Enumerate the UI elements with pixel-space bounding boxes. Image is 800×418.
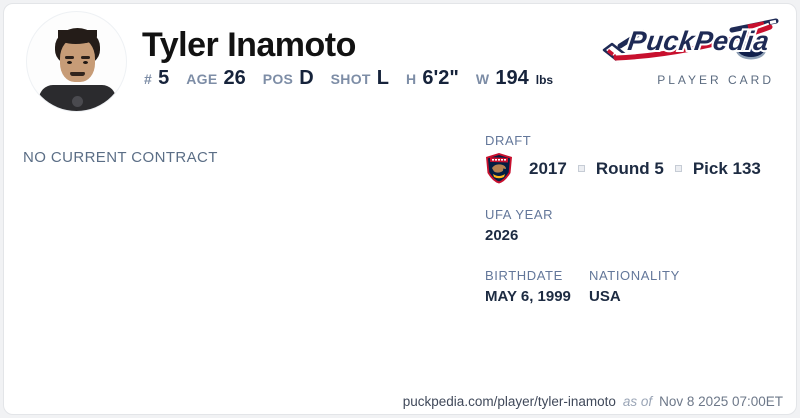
ufa-label: UFA YEAR: [485, 207, 554, 222]
brand-tagline: PLAYER CARD: [657, 73, 774, 87]
stat-number: # 5: [144, 67, 170, 89]
draft-pick: Pick 133: [692, 158, 761, 178]
player-stats-row: # 5 AGE 26 POS D SHOT L H 6'2" W 194 lbs: [144, 67, 553, 90]
draft-row: 2017 Round 5 Pick 133: [485, 153, 785, 184]
avatar-eye: [83, 61, 88, 64]
swoosh-icon: [613, 24, 773, 61]
page-title: Tyler Inamoto: [142, 26, 356, 64]
separator-square-icon: [577, 165, 585, 172]
avatar-brow: [81, 56, 90, 59]
footer-url: puckpedia.com/player/tyler-inamoto: [402, 394, 616, 409]
avatar-mustache: [70, 72, 85, 76]
logo-wordmark: PuckPedia: [624, 23, 773, 58]
birthdate-value: MAY 6, 1999: [485, 288, 571, 305]
birthdate-label: BIRTHDATE: [485, 268, 563, 283]
draft-year: 2017: [529, 158, 567, 178]
right-stick-icon: [729, 18, 779, 33]
team-logo-icon: [486, 153, 512, 184]
puckpedia-logo-icon: PuckPedia: [602, 18, 779, 63]
birth-nationality-row: BIRTHDATE MAY 6, 1999 NATIONALITY USA: [485, 268, 785, 305]
stat-weight: W 194 lbs: [475, 67, 554, 89]
avatar: [26, 11, 127, 112]
stat-position: POS D: [262, 67, 314, 89]
details-column: DRAFT 2017 Round 5 Pick 133: [485, 133, 785, 305]
stat-shot: SHOT L: [330, 67, 389, 89]
avatar-jersey: [39, 85, 116, 111]
footer-asof-label: as of: [622, 394, 653, 409]
draft-round: Round 5: [595, 158, 664, 178]
footer: puckpedia.com/player/tyler-inamoto as of…: [403, 394, 783, 409]
nationality-value: USA: [589, 288, 621, 305]
stat-height: H 6'2": [405, 67, 459, 89]
svg-text:PuckPedia: PuckPedia: [626, 25, 771, 56]
avatar-brow: [65, 56, 74, 59]
avatar-eye: [67, 61, 72, 64]
nationality-section: NATIONALITY USA: [589, 268, 680, 305]
player-card: Tyler Inamoto # 5 AGE 26 POS D SHOT L H …: [3, 3, 797, 415]
stat-age: AGE 26: [186, 67, 246, 89]
ufa-value: 2026: [485, 227, 519, 244]
avatar-fringe: [58, 30, 97, 44]
footer-timestamp: Nov 8 2025 07:00ET: [659, 394, 783, 409]
separator-square-icon: [674, 165, 682, 172]
birthdate-section: BIRTHDATE MAY 6, 1999: [485, 268, 589, 305]
puck-icon: [736, 40, 766, 60]
nationality-label: NATIONALITY: [589, 268, 680, 283]
brand-block: PuckPedia PLAYER CARD: [602, 14, 780, 87]
contract-status: NO CURRENT CONTRACT: [23, 149, 218, 166]
draft-section: DRAFT 2017 Round 5 Pick 133: [485, 133, 785, 184]
draft-label: DRAFT: [485, 133, 532, 148]
ufa-section: UFA YEAR 2026: [485, 207, 785, 244]
